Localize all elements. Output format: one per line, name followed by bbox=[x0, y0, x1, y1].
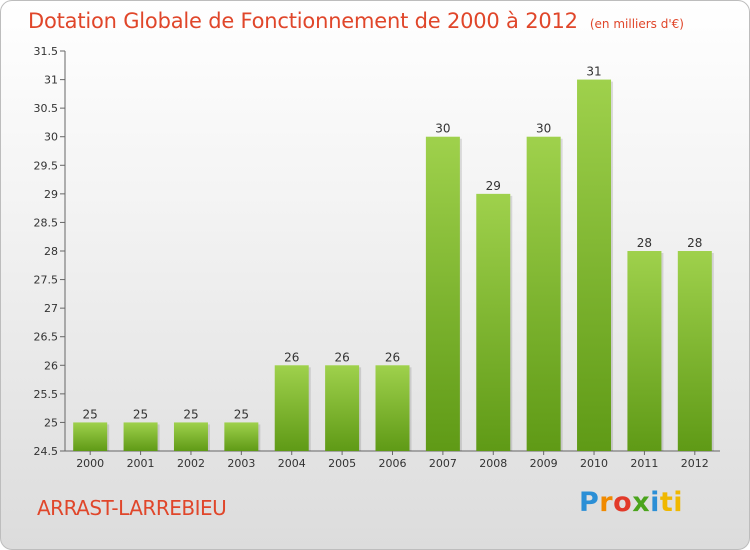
bar-value-label: 25 bbox=[183, 407, 198, 421]
bar bbox=[274, 365, 309, 451]
x-tick-label: 2009 bbox=[530, 457, 558, 470]
x-tick-label: 2011 bbox=[630, 457, 658, 470]
bar-value-label: 30 bbox=[435, 122, 450, 136]
y-tick-label: 27 bbox=[44, 302, 58, 315]
bar-value-label: 26 bbox=[284, 350, 299, 364]
logo-letter: o bbox=[613, 487, 633, 518]
bar-value-label: 25 bbox=[133, 407, 148, 421]
bar bbox=[677, 251, 712, 451]
bar bbox=[224, 422, 259, 451]
y-tick-label: 25.5 bbox=[34, 388, 59, 401]
y-tick-label: 26.5 bbox=[34, 331, 59, 344]
y-tick-label: 28.5 bbox=[34, 216, 59, 229]
bar-value-label: 26 bbox=[334, 350, 349, 364]
bar-value-label: 29 bbox=[486, 179, 501, 193]
logo-letter: ti bbox=[659, 487, 684, 518]
bar bbox=[577, 79, 612, 452]
y-tick-label: 31 bbox=[44, 74, 58, 87]
bar bbox=[173, 422, 208, 451]
logo-letter: i bbox=[650, 487, 660, 518]
logo-letter: x bbox=[632, 487, 651, 518]
y-tick-label: 27.5 bbox=[34, 274, 59, 287]
x-tick-label: 2002 bbox=[177, 457, 205, 470]
y-tick-label: 31.5 bbox=[34, 45, 59, 58]
x-tick-label: 2000 bbox=[76, 457, 104, 470]
proxiti-logo: Proxiti bbox=[579, 487, 683, 518]
x-tick-label: 2010 bbox=[580, 457, 608, 470]
bar bbox=[425, 136, 460, 451]
y-tick-label: 25 bbox=[44, 416, 58, 429]
bar-value-label: 26 bbox=[385, 350, 400, 364]
y-tick-label: 30 bbox=[44, 131, 58, 144]
bar bbox=[73, 422, 108, 451]
title-row: Dotation Globale de Fonctionnement de 20… bbox=[28, 9, 684, 33]
bar-value-label: 31 bbox=[586, 65, 601, 79]
x-tick-label: 2003 bbox=[227, 457, 255, 470]
chart-title: Dotation Globale de Fonctionnement de 20… bbox=[28, 9, 578, 33]
bar-value-label: 28 bbox=[687, 236, 702, 250]
y-tick-label: 26 bbox=[44, 359, 58, 372]
logo-letter: r bbox=[599, 487, 614, 518]
x-tick-label: 2001 bbox=[127, 457, 155, 470]
bar bbox=[526, 136, 561, 451]
x-tick-label: 2005 bbox=[328, 457, 356, 470]
bar bbox=[123, 422, 158, 451]
bar bbox=[476, 193, 511, 451]
bar bbox=[325, 365, 360, 451]
x-tick-label: 2012 bbox=[681, 457, 709, 470]
bar bbox=[627, 251, 662, 451]
x-tick-label: 2004 bbox=[278, 457, 306, 470]
x-tick-label: 2007 bbox=[429, 457, 457, 470]
bar-value-label: 25 bbox=[83, 407, 98, 421]
logo-letter: P bbox=[579, 487, 600, 518]
bar-value-label: 28 bbox=[637, 236, 652, 250]
y-tick-label: 29.5 bbox=[34, 159, 59, 172]
y-tick-label: 30.5 bbox=[34, 102, 59, 115]
y-tick-label: 24.5 bbox=[34, 445, 59, 458]
bar bbox=[375, 365, 410, 451]
y-tick-label: 29 bbox=[44, 188, 58, 201]
x-tick-label: 2008 bbox=[479, 457, 507, 470]
y-tick-label: 28 bbox=[44, 245, 58, 258]
bar-value-label: 25 bbox=[234, 407, 249, 421]
place-name: ARRAST-LARREBIEU bbox=[37, 496, 227, 520]
chart-subtitle: (en milliers d'€) bbox=[589, 17, 684, 31]
x-tick-label: 2006 bbox=[379, 457, 407, 470]
bar-value-label: 30 bbox=[536, 122, 551, 136]
